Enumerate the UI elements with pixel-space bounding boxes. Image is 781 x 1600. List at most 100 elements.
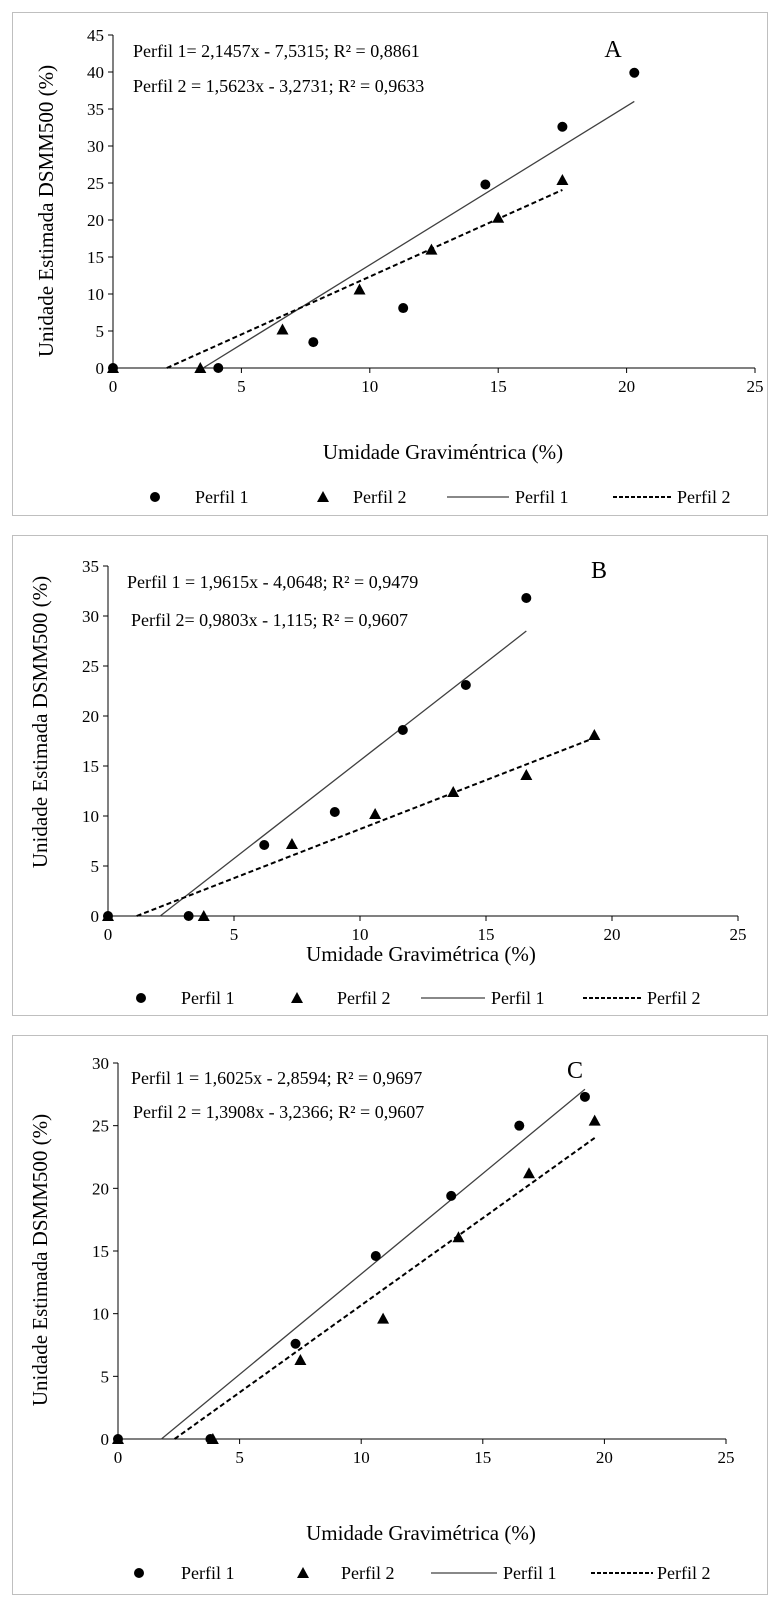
legend-label-perfil-1-line: Perfil 1 bbox=[515, 487, 569, 507]
y-tick-label: 5 bbox=[101, 1367, 110, 1386]
legend-label-perfil-1-line: Perfil 1 bbox=[491, 988, 545, 1008]
x-axis-label: Umidade Graviméntrica (%) bbox=[323, 440, 563, 464]
y-tick-label: 35 bbox=[82, 557, 99, 576]
legend-marker-triangle bbox=[291, 992, 303, 1003]
data-point-circle bbox=[370, 1251, 381, 1262]
data-point-triangle bbox=[520, 769, 533, 780]
scatter-chart-b: B Perfil 1 = 1,9615x - 4,0648; R² = 0,94… bbox=[28, 557, 747, 1008]
x-tick-label: 15 bbox=[490, 377, 507, 396]
data-point-triangle bbox=[588, 1114, 601, 1126]
panel-label: B bbox=[591, 558, 607, 584]
chart-panel-c: C Perfil 1 = 1,6025x - 2,8594; R² = 0,96… bbox=[12, 1035, 768, 1595]
legend-label-perfil-1-line: Perfil 1 bbox=[503, 1563, 557, 1583]
x-tick-label: 20 bbox=[618, 377, 635, 396]
data-point-triangle bbox=[452, 1231, 465, 1243]
data-point-circle bbox=[521, 593, 532, 603]
equation-perfil-1: Perfil 1 = 1,9615x - 4,0648; R² = 0,9479 bbox=[127, 572, 418, 592]
data-point-circle bbox=[629, 67, 640, 78]
equation-perfil-1: Perfil 1 = 1,6025x - 2,8594; R² = 0,9697 bbox=[131, 1068, 422, 1088]
y-tick-label: 25 bbox=[92, 1117, 109, 1136]
legend-label-perfil-2-line: Perfil 2 bbox=[677, 487, 731, 507]
x-tick-label: 10 bbox=[361, 377, 378, 396]
scatter-chart-c: C Perfil 1 = 1,6025x - 2,8594; R² = 0,96… bbox=[28, 1054, 735, 1583]
data-point-triangle bbox=[102, 910, 114, 921]
data-point-triangle bbox=[197, 910, 210, 921]
x-tick-label: 25 bbox=[718, 1448, 735, 1467]
data-point-triangle bbox=[353, 283, 366, 295]
data-point-triangle bbox=[523, 1167, 536, 1179]
legend-label-perfil-1-points: Perfil 1 bbox=[181, 1563, 235, 1583]
legend: Perfil 1 Perfil 2 Perfil 1 Perfil 2 bbox=[134, 1563, 711, 1583]
data-point-circle bbox=[579, 1091, 590, 1102]
data-point-circle bbox=[446, 1190, 457, 1201]
legend-marker-triangle bbox=[317, 491, 329, 502]
data-point-circle bbox=[329, 807, 340, 817]
y-tick-label: 15 bbox=[92, 1242, 109, 1261]
x-tick-label: 25 bbox=[730, 925, 747, 944]
y-tick-label: 10 bbox=[92, 1305, 109, 1324]
panel-label: C bbox=[567, 1058, 583, 1084]
legend-marker-circle bbox=[150, 492, 160, 502]
trendline-perfil-1-solid bbox=[160, 1088, 586, 1440]
data-point-triangle bbox=[107, 362, 119, 373]
data-point-triangle bbox=[294, 1354, 307, 1366]
legend-label-perfil-2-line: Perfil 2 bbox=[647, 988, 701, 1008]
x-tick-label: 20 bbox=[604, 925, 621, 944]
x-tick-label: 15 bbox=[474, 1448, 491, 1467]
x-tick-label: 10 bbox=[353, 1448, 370, 1467]
x-tick-label: 0 bbox=[114, 1448, 123, 1467]
y-tick-label: 30 bbox=[82, 607, 99, 626]
data-point-triangle bbox=[588, 729, 601, 740]
chart-panel-a: A Perfil 1= 2,1457x - 7,5315; R² = 0,886… bbox=[12, 12, 768, 516]
data-point-triangle bbox=[377, 1312, 390, 1324]
data-point-circle bbox=[183, 911, 194, 921]
data-point-triangle bbox=[206, 1433, 219, 1444]
y-tick-label: 20 bbox=[92, 1179, 109, 1198]
data-point-circle bbox=[398, 303, 409, 314]
y-tick-label: 0 bbox=[96, 359, 105, 378]
plot-area: 0 5 10 15 20 25 30 0 5 10 15 20 25 bbox=[92, 1054, 735, 1467]
trendline-perfil-1-solid bbox=[159, 630, 527, 917]
data-point-circle bbox=[480, 179, 491, 190]
y-tick-label: 35 bbox=[87, 100, 104, 119]
data-point-triangle bbox=[447, 786, 460, 797]
y-tick-label: 0 bbox=[101, 1430, 110, 1449]
panel-label: A bbox=[604, 37, 622, 63]
plot-area: 0 5 10 15 20 25 30 35 0 5 10 15 20 25 bbox=[82, 557, 747, 944]
y-tick-label: 25 bbox=[82, 657, 99, 676]
y-tick-label: 40 bbox=[87, 63, 104, 82]
data-point-triangle bbox=[425, 243, 438, 255]
legend-label-perfil-2-points: Perfil 2 bbox=[353, 487, 407, 507]
equation-perfil-2: Perfil 2= 0,9803x - 1,115; R² = 0,9607 bbox=[131, 610, 408, 630]
legend-label-perfil-2-points: Perfil 2 bbox=[337, 988, 391, 1008]
equation-perfil-1: Perfil 1= 2,1457x - 7,5315; R² = 0,8861 bbox=[133, 41, 420, 61]
data-point-circle bbox=[290, 1338, 301, 1349]
x-tick-label: 10 bbox=[352, 925, 369, 944]
y-tick-label: 45 bbox=[87, 26, 104, 45]
y-tick-label: 10 bbox=[82, 807, 99, 826]
y-tick-label: 15 bbox=[87, 248, 104, 267]
data-point-triangle bbox=[276, 323, 289, 335]
legend-marker-triangle bbox=[297, 1567, 309, 1578]
data-point-circle bbox=[308, 337, 319, 348]
y-tick-label: 20 bbox=[87, 211, 104, 230]
legend-label-perfil-2-line: Perfil 2 bbox=[657, 1563, 711, 1583]
scatter-chart-a: A Perfil 1= 2,1457x - 7,5315; R² = 0,886… bbox=[34, 26, 764, 507]
x-tick-label: 15 bbox=[478, 925, 495, 944]
y-tick-label: 20 bbox=[82, 707, 99, 726]
data-point-circle bbox=[557, 121, 568, 132]
trendline-perfil-1-solid bbox=[202, 100, 635, 369]
y-axis-label: Unidade Estimada DSMM500 (%) bbox=[28, 1114, 52, 1406]
legend-label-perfil-1-points: Perfil 1 bbox=[195, 487, 249, 507]
legend-marker-circle bbox=[134, 1568, 144, 1578]
y-tick-label: 5 bbox=[96, 322, 105, 341]
equation-perfil-2: Perfil 2 = 1,5623x - 3,2731; R² = 0,9633 bbox=[133, 76, 424, 96]
equation-perfil-2: Perfil 2 = 1,3908x - 3,2366; R² = 0,9607 bbox=[133, 1102, 424, 1122]
data-point-triangle bbox=[556, 174, 569, 186]
legend-marker-circle bbox=[136, 993, 146, 1003]
trendline-perfil-2-dashed bbox=[174, 1137, 596, 1440]
y-axis-label: Unidade Estimada DSMM500 (%) bbox=[28, 576, 52, 868]
data-point-triangle bbox=[369, 808, 382, 819]
y-tick-label: 15 bbox=[82, 757, 99, 776]
y-tick-label: 10 bbox=[87, 285, 104, 304]
